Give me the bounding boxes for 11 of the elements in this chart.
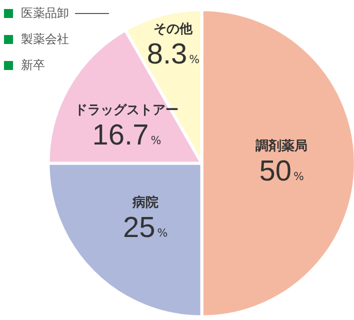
text: 製薬会社 — [21, 30, 69, 48]
text: 新卒 — [21, 56, 45, 74]
data-label: 25% — [122, 212, 168, 244]
text: 医薬品卸 — [21, 4, 69, 22]
data-label: 8.3% — [146, 38, 200, 71]
slice-label: 病院 — [131, 194, 158, 211]
data-label: 50% — [259, 156, 304, 188]
slice-label: その他 — [154, 22, 194, 38]
data-label: 16.7% — [92, 120, 162, 152]
slice-label: ドラッグストアー — [74, 103, 179, 118]
slice-label: 調剤薬局 — [256, 138, 308, 154]
